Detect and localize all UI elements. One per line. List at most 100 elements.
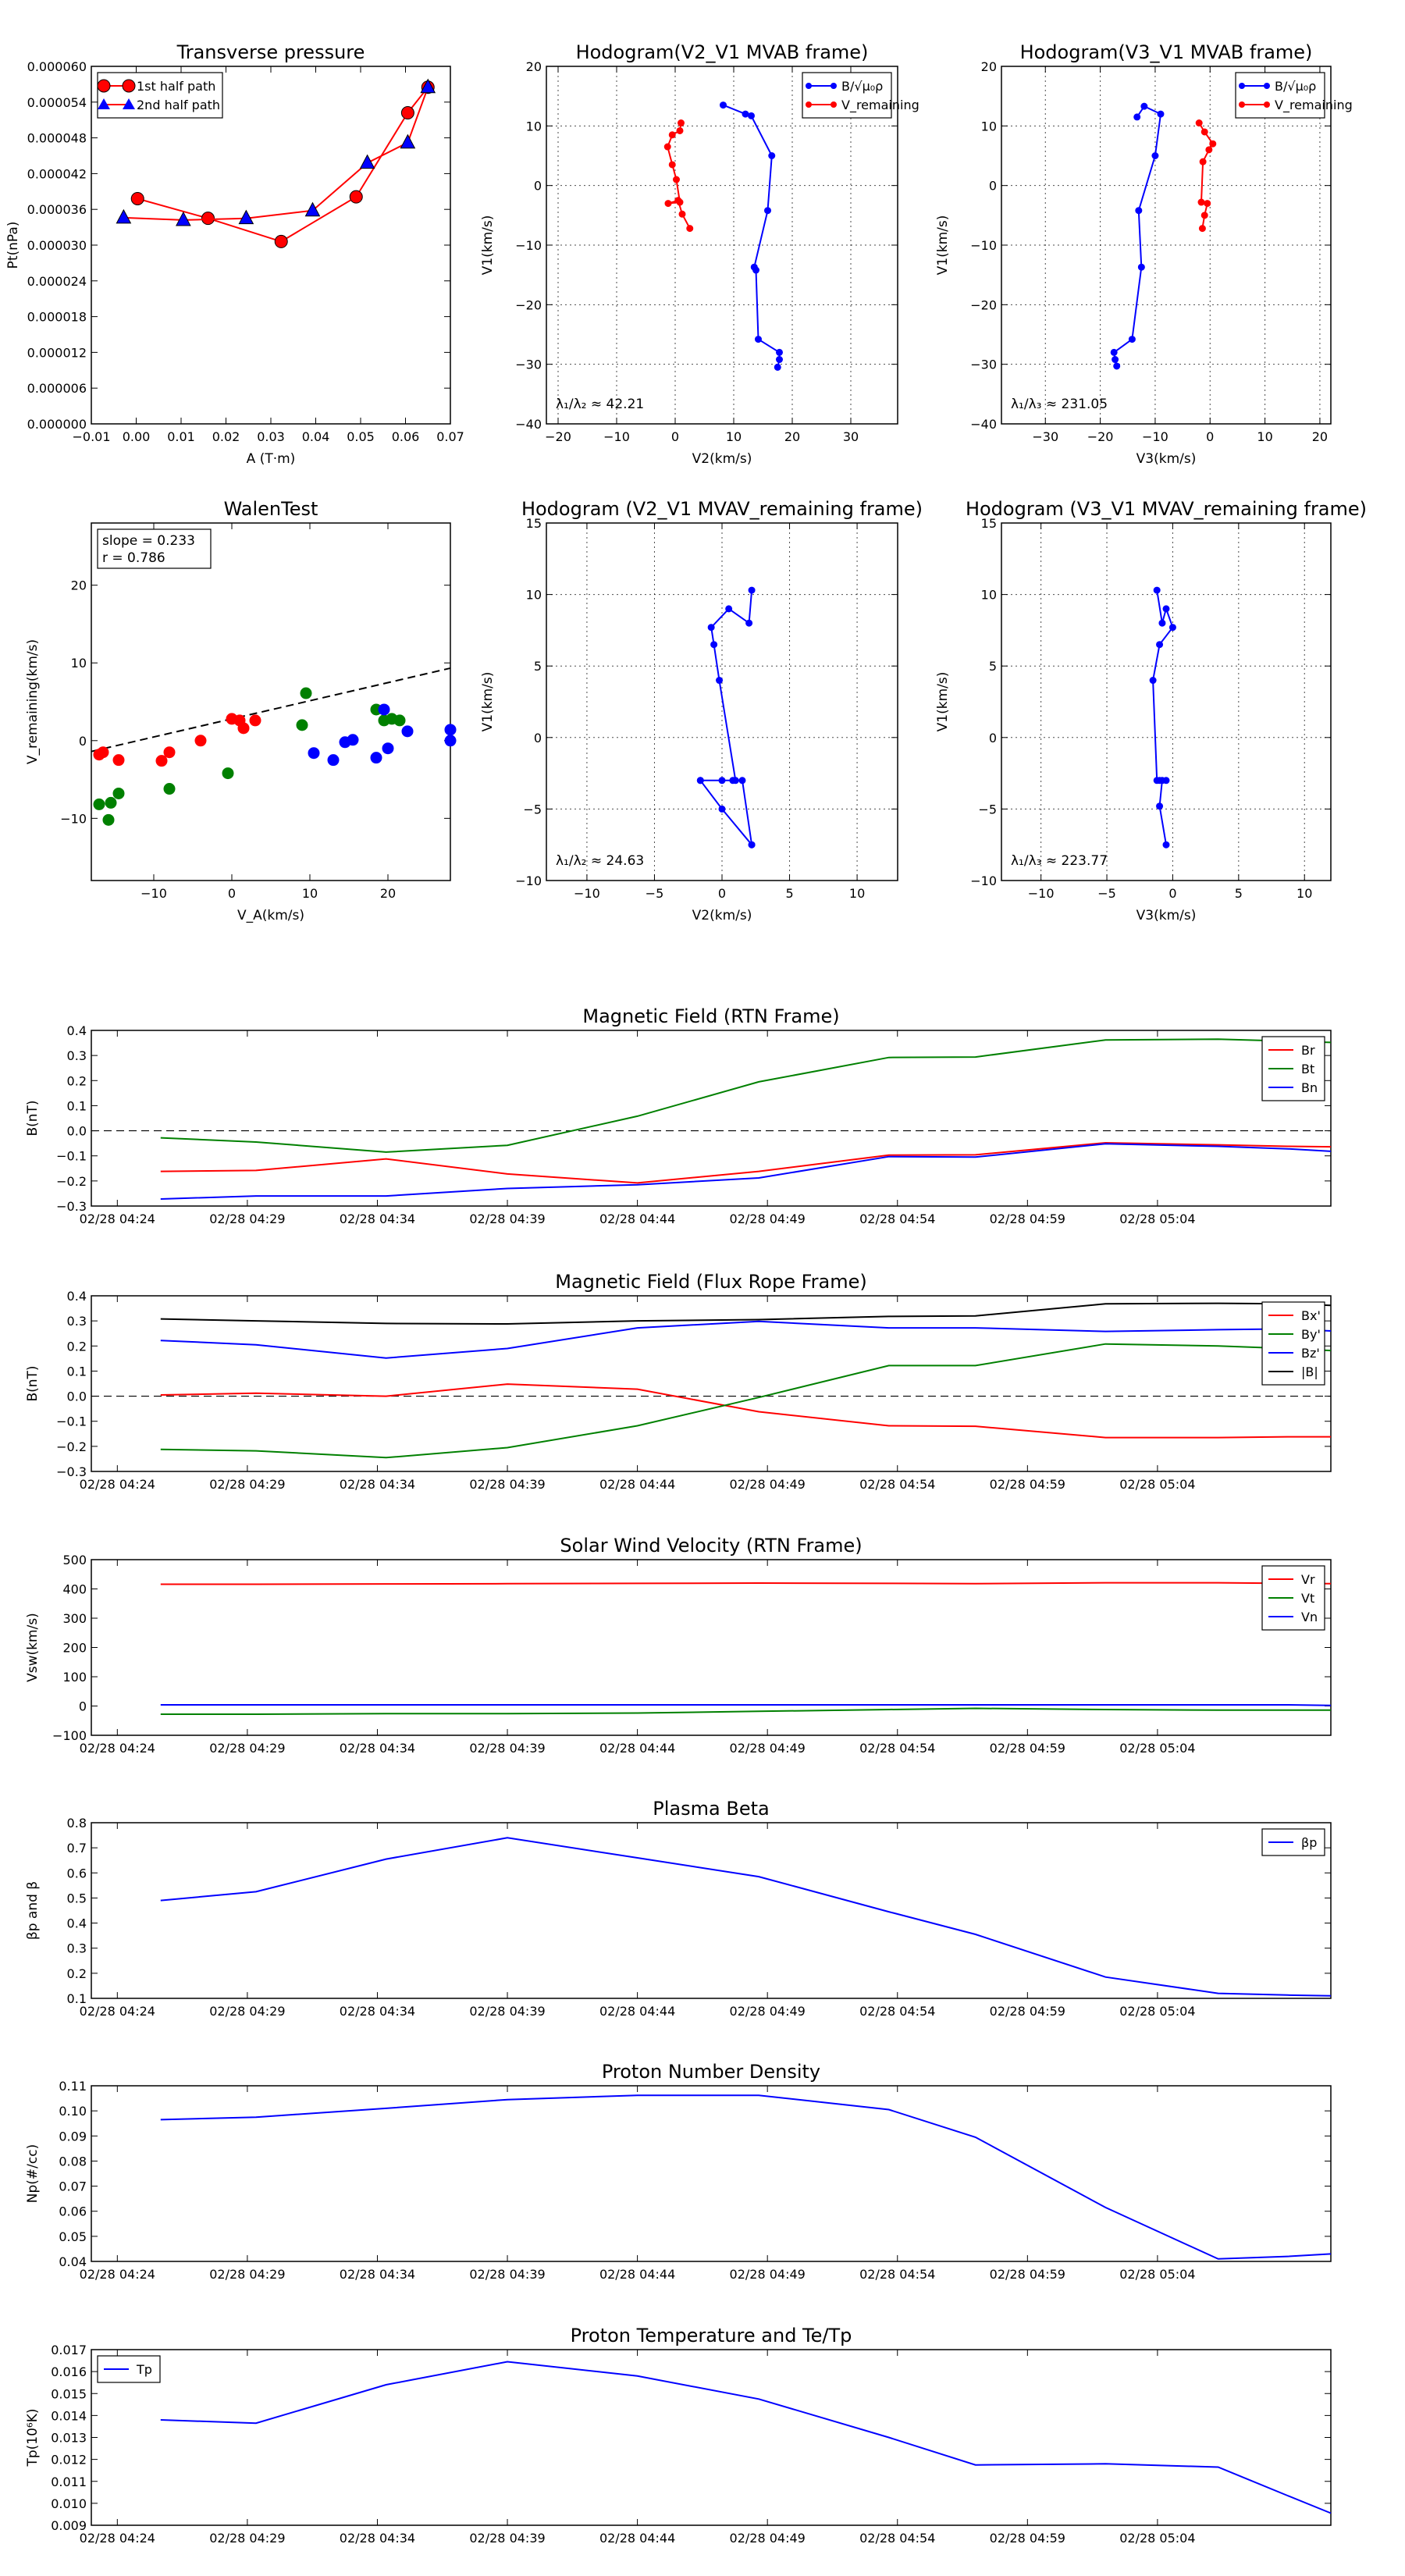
data-point bbox=[420, 78, 436, 94]
chart-title: Hodogram(V2_V1 MVAB frame) bbox=[576, 41, 869, 63]
data-point bbox=[1153, 586, 1161, 594]
plot-frame bbox=[91, 2349, 1332, 2526]
legend-label: Bn bbox=[1301, 1080, 1318, 1095]
x-tick-label: −5 bbox=[646, 886, 664, 901]
y-tick-label: 0.000024 bbox=[27, 274, 87, 289]
x-tick-label: 02/28 04:44 bbox=[599, 2004, 675, 2019]
x-tick-label: 5 bbox=[785, 886, 793, 901]
x-tick-label: 02/28 04:54 bbox=[859, 1212, 935, 1226]
chart-h3: Hodogram (V2_V1 MVAV_remaining frame) −10… bbox=[480, 498, 923, 923]
data-point bbox=[1162, 841, 1170, 849]
x-axis-label: V2(km/s) bbox=[692, 908, 752, 923]
data-point bbox=[349, 190, 363, 204]
y-tick-label: −10 bbox=[515, 873, 542, 888]
legend-marker bbox=[98, 98, 110, 109]
x-axis-label: V3(km/s) bbox=[1136, 908, 1197, 923]
y-tick-label: −40 bbox=[970, 417, 997, 432]
y-tick-label: 0.08 bbox=[59, 2154, 87, 2169]
scatter-point bbox=[444, 735, 457, 747]
legend-box bbox=[802, 72, 892, 119]
scatter-point bbox=[97, 746, 109, 759]
y-tick-label: 20 bbox=[981, 59, 997, 74]
data-point bbox=[1204, 200, 1211, 208]
data-point bbox=[674, 197, 682, 205]
y-tick-label: 20 bbox=[526, 59, 542, 74]
data-point bbox=[764, 207, 771, 215]
data-point bbox=[729, 777, 737, 785]
y-tick-label: −0.3 bbox=[56, 1199, 87, 1214]
chart-tp: Transverse pressure0.0000000.0000060.000… bbox=[5, 41, 464, 467]
chart-title: Transverse pressure bbox=[176, 41, 365, 63]
scatter-point bbox=[222, 767, 234, 780]
data-point bbox=[1198, 225, 1206, 233]
scatter-point bbox=[382, 742, 394, 755]
x-tick-label: 02/28 04:29 bbox=[209, 1212, 285, 1226]
x-tick-label: 02/28 04:24 bbox=[80, 1477, 155, 1492]
y-tick-label: 0.011 bbox=[51, 2475, 87, 2489]
data-point bbox=[673, 176, 680, 183]
x-tick-label: 02/28 04:49 bbox=[730, 2267, 806, 2282]
y-tick-label: 500 bbox=[62, 1553, 87, 1567]
x-tick-label: 5 bbox=[1235, 886, 1243, 901]
scatter-point bbox=[249, 714, 261, 727]
x-tick-label: −10 bbox=[140, 886, 167, 901]
plot-frame bbox=[1001, 522, 1332, 881]
x-tick-label: 20 bbox=[1312, 429, 1328, 444]
data-point bbox=[1151, 152, 1159, 159]
data-point bbox=[1128, 336, 1136, 343]
chart-ts2: Magnetic Field (Flux Rope Frame) −0.3 −0.2… bbox=[25, 1271, 1332, 1492]
data-point bbox=[1140, 102, 1148, 110]
eigenvalue-ratio: λ₁/λ₂ ≈ 42.21 bbox=[556, 397, 644, 412]
data-point bbox=[176, 211, 191, 226]
data-point bbox=[274, 234, 288, 248]
data-point bbox=[1200, 212, 1208, 219]
chart-title: Proton Temperature and Te/Tp bbox=[571, 2325, 852, 2347]
y-tick-label: 0.014 bbox=[51, 2408, 87, 2423]
y-axis-label: V1(km/s) bbox=[935, 672, 951, 732]
scatter-point bbox=[393, 714, 406, 727]
data-point bbox=[1113, 362, 1121, 370]
data-point bbox=[1162, 605, 1170, 613]
x-tick-label: 0.06 bbox=[392, 429, 420, 444]
legend-label: Bx' bbox=[1301, 1308, 1321, 1323]
series-line-2 bbox=[160, 1704, 1332, 1706]
x-tick-label: 02/28 04:54 bbox=[859, 1741, 935, 1756]
series-line-0 bbox=[160, 1837, 1332, 1997]
x-tick-label: 02/28 04:34 bbox=[340, 2267, 415, 2282]
data-point bbox=[1137, 263, 1145, 271]
data-point bbox=[1149, 677, 1157, 685]
scatter-point bbox=[300, 687, 312, 699]
chart-title: Magnetic Field (RTN Frame) bbox=[582, 1005, 839, 1027]
x-tick-label: 10 bbox=[1257, 429, 1272, 444]
x-tick-label: −0.01 bbox=[72, 429, 110, 444]
y-tick-label: −0.3 bbox=[56, 1464, 87, 1479]
x-tick-label: 02/28 04:39 bbox=[469, 2531, 545, 2546]
scatter-point bbox=[378, 703, 390, 716]
y-tick-label: −10 bbox=[970, 873, 997, 888]
data-point bbox=[1157, 110, 1165, 118]
legend-marker bbox=[97, 79, 111, 93]
data-point bbox=[776, 356, 783, 364]
series-line-0 bbox=[160, 2094, 1332, 2260]
y-tick-label: 0.8 bbox=[67, 1816, 87, 1831]
data-point bbox=[1205, 146, 1213, 154]
y-tick-label: 0.11 bbox=[59, 2079, 87, 2094]
data-point bbox=[1199, 158, 1207, 165]
y-tick-label: 400 bbox=[62, 1582, 87, 1597]
x-tick-label: 0 bbox=[671, 429, 679, 444]
data-point bbox=[716, 677, 724, 685]
legend-label: Bz' bbox=[1301, 1346, 1320, 1361]
y-tick-label: 0.3 bbox=[67, 1941, 87, 1956]
y-tick-label: −40 bbox=[515, 417, 542, 432]
plot-frame bbox=[91, 522, 451, 881]
x-tick-label: 10 bbox=[1297, 886, 1312, 901]
y-tick-label: 0.3 bbox=[67, 1048, 87, 1063]
x-tick-label: 02/28 04:39 bbox=[469, 2267, 545, 2282]
y-tick-label: 0 bbox=[79, 1699, 87, 1714]
y-tick-label: 5 bbox=[534, 659, 542, 674]
x-tick-label: 02/28 04:49 bbox=[730, 1212, 806, 1226]
chart-title: Solar Wind Velocity (RTN Frame) bbox=[560, 1535, 862, 1557]
x-tick-label: 02/28 04:29 bbox=[209, 2267, 285, 2282]
scatter-point bbox=[308, 747, 320, 760]
